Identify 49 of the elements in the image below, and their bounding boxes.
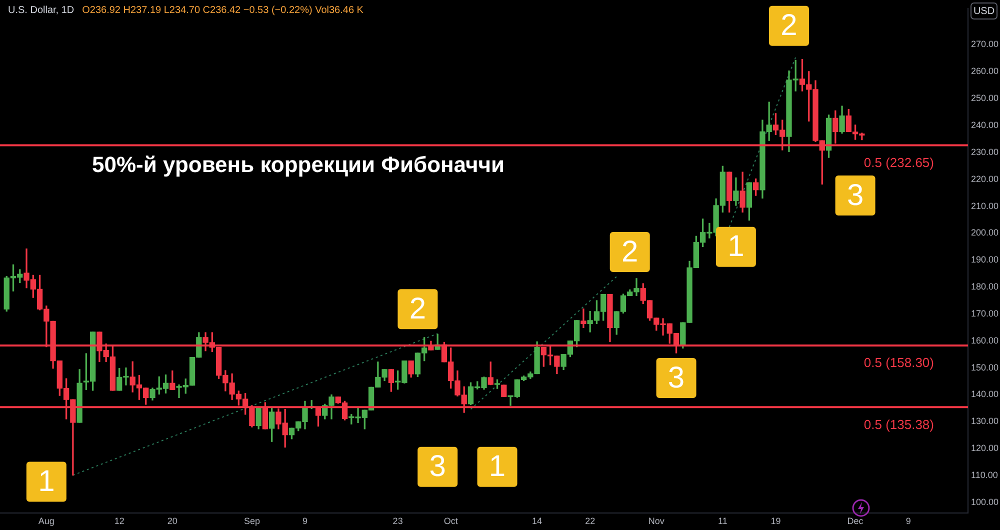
x-tick-label: 14 [532, 516, 542, 526]
x-tick-label: Dec [847, 516, 864, 526]
x-tick-label: Sep [244, 516, 260, 526]
y-axis-title: USD [973, 6, 995, 17]
y-tick-label: 120.00 [971, 443, 999, 454]
y-tick-label: 160.00 [971, 335, 999, 346]
y-tick-label: 180.00 [971, 282, 999, 292]
y-tick-label: 270.00 [971, 39, 999, 50]
y-tick-label: 140.00 [971, 389, 999, 400]
x-tick-label: 9 [302, 516, 308, 526]
x-tick-label: 11 [718, 516, 728, 526]
x-tick-label: Aug [38, 516, 54, 526]
text: 50%-й уровень коррекции Фибоначчи [92, 152, 505, 178]
annotation: 3 [429, 450, 446, 484]
y-tick-label: 220.00 [971, 174, 999, 184]
y-tick-label: 230.00 [971, 146, 999, 157]
y-tick-label: 260.00 [971, 66, 999, 76]
y-tick-label: 100.00 [971, 496, 999, 507]
y-tick-label: 170.00 [971, 308, 999, 318]
annotation: 3 [668, 361, 685, 394]
x-tick-label: 19 [770, 516, 781, 526]
x-tick-label: 23 [392, 516, 403, 526]
y-tick-label: 110.00 [971, 470, 998, 480]
annotation: 2 [622, 235, 638, 268]
x-tick-label: 20 [167, 516, 178, 526]
y-tick-label: 150.00 [971, 362, 999, 372]
ref-line-label: 0.5 (135.38) [864, 416, 934, 432]
annotation: 2 [409, 292, 426, 326]
x-tick-label: Oct [444, 516, 458, 526]
annotation: 1 [728, 230, 744, 264]
y-tick-label: 130.00 [971, 416, 999, 426]
y-tick-label: 210.00 [971, 200, 999, 211]
y-tick-label: 240.00 [971, 120, 999, 130]
y-tick-label: 250.00 [971, 93, 999, 104]
annotation: 3 [846, 178, 864, 212]
x-tick-label: Nov [648, 516, 665, 526]
x-tick-label: 9 [906, 516, 911, 526]
ref-line-label: 0.5 (232.65) [864, 154, 934, 170]
y-tick-label: 200.00 [971, 228, 999, 238]
candlestick [580, 308, 586, 328]
annotation: 2 [780, 9, 798, 42]
annotation: U.S. Dollar, 1D [8, 4, 74, 16]
x-tick-label: 22 [585, 516, 596, 526]
y-tick-label: 190.00 [971, 254, 999, 265]
annotation: 1 [38, 464, 55, 498]
annotation: O236.92 H237.19 L234.70 C236.42 −0.53 (−0.22%) Vol36.46 K [82, 4, 364, 16]
annotation: 1 [488, 450, 506, 484]
ref-line-label: 0.5 (158.30) [864, 355, 934, 370]
x-tick-label: 12 [114, 516, 124, 526]
